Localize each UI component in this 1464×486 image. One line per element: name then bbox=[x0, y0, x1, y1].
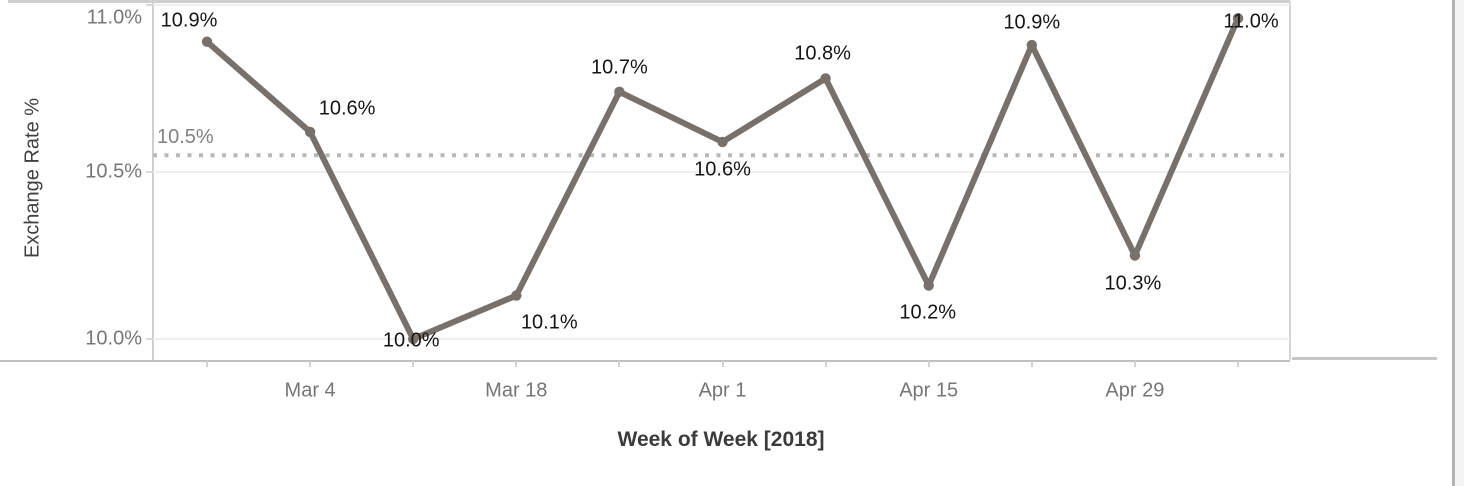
data-point-label: 10.2% bbox=[899, 301, 957, 324]
right-pane-divider bbox=[1452, 0, 1455, 486]
data-point-label: 10.7% bbox=[591, 56, 648, 79]
data-point-label: 10.6% bbox=[318, 97, 376, 120]
x-tick-label: Apr 15 bbox=[899, 379, 959, 402]
x-tick-label: Apr 29 bbox=[1105, 379, 1165, 402]
data-point-marker[interactable] bbox=[923, 280, 934, 291]
data-point-marker[interactable] bbox=[304, 126, 316, 138]
x-tick-mark bbox=[721, 361, 724, 367]
bottom-border-right-segment bbox=[1292, 357, 1437, 360]
gridline bbox=[153, 171, 1290, 173]
x-tick-mark bbox=[824, 361, 827, 367]
x-tick-mark bbox=[927, 361, 930, 367]
y-tick-mark bbox=[146, 4, 152, 6]
x-axis-title: Week of Week [2018] bbox=[617, 428, 825, 451]
gridline bbox=[153, 338, 1290, 340]
x-tick-label: Apr 1 bbox=[698, 379, 747, 402]
reference-line-label: 10.5% bbox=[157, 126, 214, 148]
data-point-label: 10.6% bbox=[694, 158, 751, 181]
right-panel-strip bbox=[1454, 0, 1464, 486]
data-point-label: 10.8% bbox=[794, 42, 851, 65]
data-point-label: 10.0% bbox=[382, 329, 440, 352]
x-tick-mark bbox=[206, 361, 208, 367]
x-tick-mark bbox=[618, 361, 621, 367]
data-point-label: 10.9% bbox=[160, 9, 218, 32]
y-tick-label: 11.0% bbox=[86, 6, 142, 29]
plot-top-border bbox=[8, 0, 1290, 3]
y-tick-mark bbox=[146, 171, 152, 173]
x-tick-mark bbox=[1133, 361, 1136, 367]
y-tick-mark bbox=[146, 338, 152, 340]
data-point-label: 10.3% bbox=[1104, 272, 1162, 294]
x-tick-label: Mar 4 bbox=[284, 379, 336, 402]
data-point-marker[interactable] bbox=[408, 333, 419, 345]
data-point-marker[interactable] bbox=[820, 73, 831, 84]
data-point-label: 11.0% bbox=[1223, 10, 1279, 33]
x-tick-label: Mar 18 bbox=[485, 379, 548, 402]
y-axis-title: Exchange Rate % bbox=[21, 97, 44, 259]
x-tick-mark bbox=[412, 361, 415, 367]
x-tick-mark bbox=[515, 361, 518, 367]
x-axis-line bbox=[0, 359, 1290, 362]
data-point-marker[interactable] bbox=[1129, 250, 1141, 261]
data-point-marker[interactable] bbox=[201, 36, 213, 47]
x-tick-mark bbox=[1237, 361, 1239, 367]
data-point-label: 10.9% bbox=[1003, 11, 1061, 34]
data-point-marker[interactable] bbox=[614, 86, 625, 98]
data-point-marker[interactable] bbox=[717, 136, 728, 148]
gridline bbox=[153, 4, 1290, 6]
x-tick-mark bbox=[1030, 361, 1033, 367]
y-axis-line bbox=[152, 2, 154, 360]
x-tick-mark bbox=[309, 361, 312, 367]
data-point-marker[interactable] bbox=[1232, 13, 1244, 24]
data-point-marker[interactable] bbox=[1026, 39, 1038, 51]
plot-right-border bbox=[1289, 2, 1291, 360]
y-tick-label: 10.0% bbox=[85, 327, 142, 350]
y-tick-label: 10.5% bbox=[85, 160, 142, 183]
data-point-label: 10.1% bbox=[520, 311, 578, 334]
data-point-marker[interactable] bbox=[511, 290, 522, 301]
